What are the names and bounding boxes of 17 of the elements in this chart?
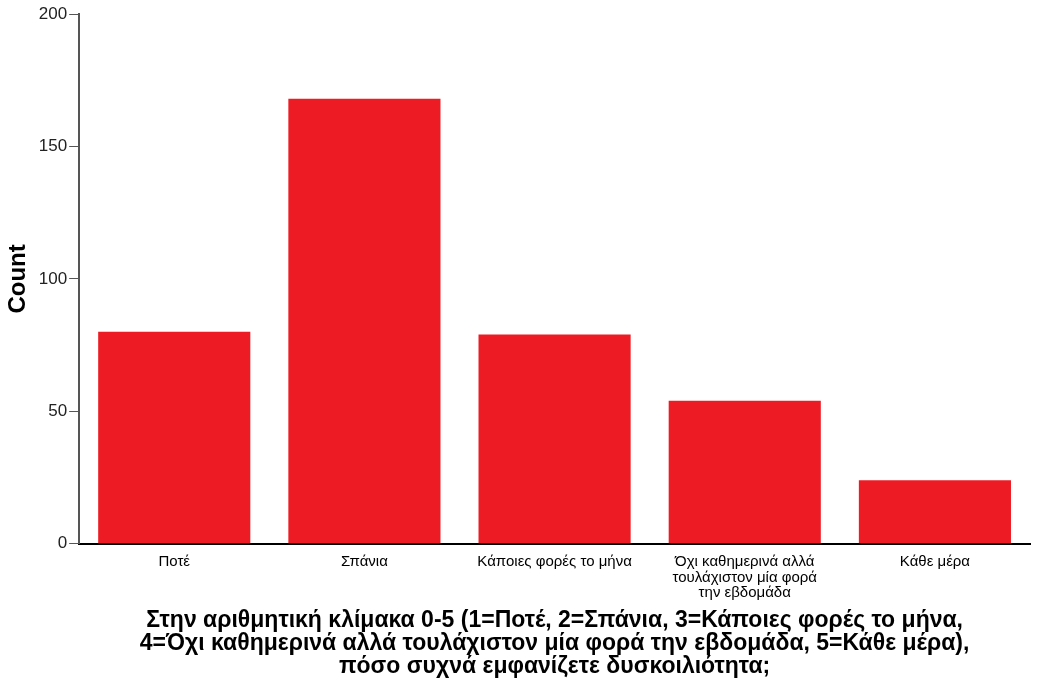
bar bbox=[98, 331, 251, 544]
y-tick-label: 200 bbox=[38, 3, 68, 23]
y-tick-label: 0 bbox=[57, 533, 68, 553]
x-axis-title: Στην αριθμητική κλίμακα 0-5 (1=Ποτέ, 2=Σπάνια, 3=Κάποιες φορές το μήνα, 4=Όχι καθημερινά αλλά τουλάχιστον μία φορά την εβδομάδα, 5=Κάθε μέρα), πόσο συχνά εμφανίζετε δυσκοιλιότητα; bbox=[139, 605, 970, 678]
x-tick-label: Κάθε μέρα bbox=[899, 551, 971, 569]
y-tick-label: 150 bbox=[38, 136, 68, 156]
x-tick-label: Κάποιες φορές το μήνα bbox=[477, 551, 633, 569]
y-axis-title: Count bbox=[3, 244, 31, 314]
x-tick-label: Ποτέ bbox=[158, 551, 191, 569]
bar bbox=[858, 480, 1011, 544]
bar bbox=[288, 98, 441, 544]
bar bbox=[478, 334, 631, 544]
y-tick-label: 50 bbox=[48, 401, 68, 420]
x-tick-label: Σπάνια bbox=[340, 551, 389, 569]
bar bbox=[668, 400, 821, 544]
x-tick-label: Όχι καθημερινά αλλά τουλάχιστον μία φορά την εβδομάδα bbox=[672, 551, 818, 601]
y-tick-label: 100 bbox=[38, 268, 68, 288]
